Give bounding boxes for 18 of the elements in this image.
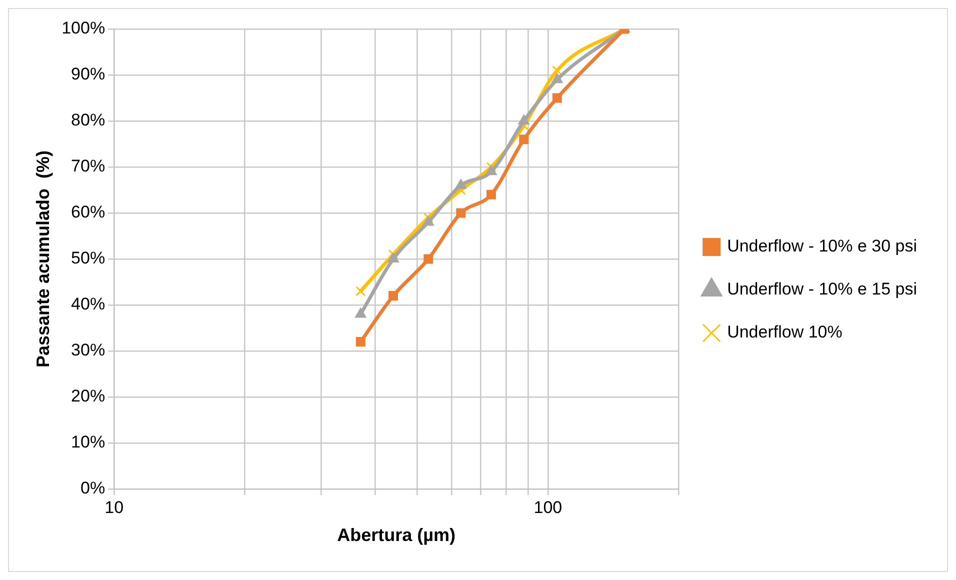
legend-label: Underflow - 10% e 15 psi xyxy=(727,280,918,299)
y-tick-label: 20% xyxy=(71,386,106,406)
legend-label: Underflow 10% xyxy=(727,322,842,342)
x-tick-label: 100 xyxy=(534,498,562,517)
y-axis-title: Passante acumulado (%) xyxy=(32,150,53,368)
y-tick-label: 70% xyxy=(71,156,106,176)
y-tick-label: 90% xyxy=(71,64,106,84)
y-tick-label: 40% xyxy=(71,294,106,314)
y-tick-label: 60% xyxy=(71,202,106,222)
y-tick-label: 30% xyxy=(71,340,106,360)
x-tick-label: 10 xyxy=(104,498,124,517)
legend-label: Underflow - 10% e 30 psi xyxy=(727,236,918,256)
y-tick-label: 0% xyxy=(80,478,106,498)
y-tick-label: 80% xyxy=(71,110,106,130)
y-tick-label: 50% xyxy=(71,248,106,268)
y-tick-label: 100% xyxy=(62,18,106,38)
y-tick-label: 10% xyxy=(71,432,106,452)
x-axis-title: Abertura (µm) xyxy=(337,525,456,546)
